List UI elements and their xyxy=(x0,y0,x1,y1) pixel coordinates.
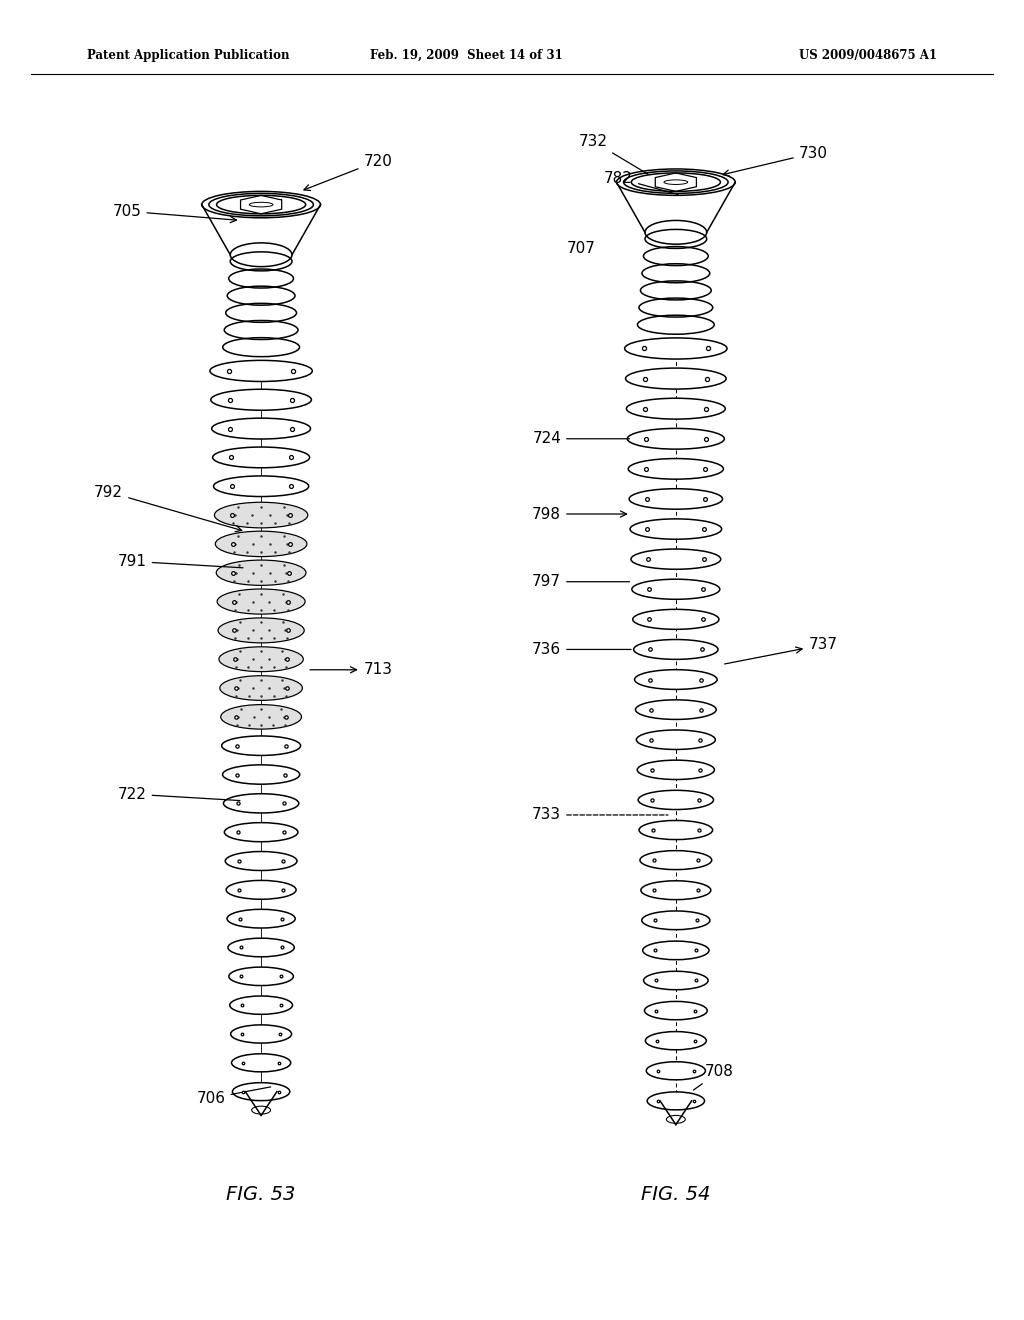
Text: FIG. 53: FIG. 53 xyxy=(226,1185,296,1204)
Ellipse shape xyxy=(632,579,720,599)
Ellipse shape xyxy=(214,477,308,496)
Text: US 2009/0048675 A1: US 2009/0048675 A1 xyxy=(799,49,937,62)
Text: 737: 737 xyxy=(725,638,838,664)
Ellipse shape xyxy=(216,560,306,585)
Ellipse shape xyxy=(231,1053,291,1072)
Ellipse shape xyxy=(644,1002,708,1020)
Text: 713: 713 xyxy=(310,663,392,677)
Ellipse shape xyxy=(226,880,296,899)
Text: 730: 730 xyxy=(723,145,827,176)
Ellipse shape xyxy=(222,764,300,784)
Text: FIG. 54: FIG. 54 xyxy=(641,1185,711,1204)
Ellipse shape xyxy=(219,647,303,672)
Ellipse shape xyxy=(220,676,302,701)
Ellipse shape xyxy=(218,618,304,643)
Ellipse shape xyxy=(642,911,710,929)
Text: 706: 706 xyxy=(197,1086,270,1106)
Ellipse shape xyxy=(215,531,307,557)
Ellipse shape xyxy=(643,972,709,990)
Ellipse shape xyxy=(225,851,297,870)
Ellipse shape xyxy=(636,700,716,719)
Ellipse shape xyxy=(625,338,727,359)
Ellipse shape xyxy=(227,909,295,928)
Ellipse shape xyxy=(635,669,717,689)
Ellipse shape xyxy=(210,360,312,381)
Ellipse shape xyxy=(629,488,723,510)
Ellipse shape xyxy=(627,399,725,420)
Text: 705: 705 xyxy=(113,203,237,223)
Text: 720: 720 xyxy=(304,153,392,190)
Text: 707: 707 xyxy=(566,240,595,256)
Ellipse shape xyxy=(638,791,714,809)
Ellipse shape xyxy=(645,1032,707,1049)
Text: 791: 791 xyxy=(118,554,243,569)
Ellipse shape xyxy=(217,589,305,614)
Ellipse shape xyxy=(629,458,723,479)
Text: 797: 797 xyxy=(532,574,630,589)
Ellipse shape xyxy=(224,822,298,842)
Ellipse shape xyxy=(636,730,716,750)
Ellipse shape xyxy=(223,793,299,813)
Ellipse shape xyxy=(212,418,310,440)
Ellipse shape xyxy=(228,968,294,986)
Ellipse shape xyxy=(643,941,709,960)
Ellipse shape xyxy=(641,880,711,900)
Ellipse shape xyxy=(631,549,721,569)
Text: Patent Application Publication: Patent Application Publication xyxy=(87,49,290,62)
Ellipse shape xyxy=(667,1115,685,1123)
Text: 733: 733 xyxy=(532,808,668,822)
Ellipse shape xyxy=(630,519,722,540)
Text: 736: 736 xyxy=(532,642,631,657)
Text: 722: 722 xyxy=(118,787,240,801)
Ellipse shape xyxy=(213,447,309,467)
Text: 708: 708 xyxy=(693,1064,733,1090)
Ellipse shape xyxy=(211,389,311,411)
Ellipse shape xyxy=(221,705,301,729)
Ellipse shape xyxy=(628,429,724,449)
Ellipse shape xyxy=(232,1082,290,1101)
Ellipse shape xyxy=(640,850,712,870)
Ellipse shape xyxy=(221,737,301,755)
Ellipse shape xyxy=(646,1061,706,1080)
Ellipse shape xyxy=(647,1092,705,1110)
Text: Feb. 19, 2009  Sheet 14 of 31: Feb. 19, 2009 Sheet 14 of 31 xyxy=(370,49,562,62)
Ellipse shape xyxy=(252,1106,270,1114)
Ellipse shape xyxy=(214,503,308,528)
Text: 732: 732 xyxy=(579,133,648,174)
Ellipse shape xyxy=(639,821,713,840)
Ellipse shape xyxy=(228,939,294,957)
Text: 798: 798 xyxy=(532,507,627,521)
Ellipse shape xyxy=(633,610,719,630)
Ellipse shape xyxy=(634,639,718,660)
Ellipse shape xyxy=(626,368,726,389)
Text: 724: 724 xyxy=(532,432,630,446)
Text: 792: 792 xyxy=(94,484,242,532)
Ellipse shape xyxy=(637,760,715,780)
Ellipse shape xyxy=(230,1024,292,1043)
Ellipse shape xyxy=(229,997,293,1014)
Text: 782: 782 xyxy=(604,170,678,194)
